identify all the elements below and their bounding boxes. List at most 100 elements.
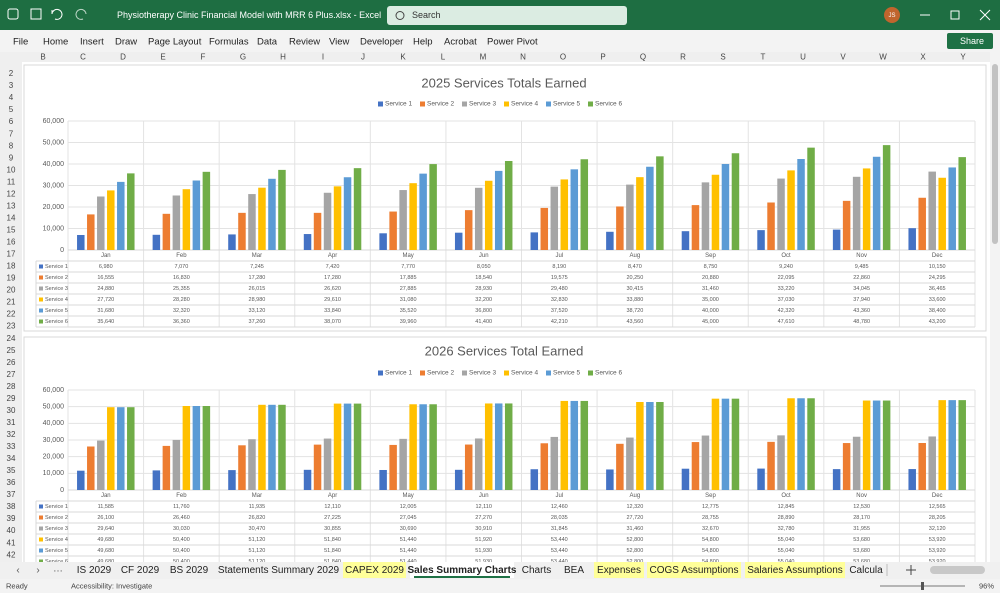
sheet-tab-label[interactable]: CF 2029 — [121, 565, 160, 576]
row-header: 34 — [7, 454, 16, 463]
sheet-tab-label[interactable]: Statements Summary 2029 — [218, 565, 340, 576]
sheet-tab[interactable] — [74, 562, 114, 578]
table-swatch — [39, 286, 43, 291]
table-value: 48,780 — [853, 319, 870, 325]
bar — [832, 229, 841, 250]
sheet-tab[interactable] — [166, 562, 212, 578]
sheet-tab-label[interactable]: Salaries Assumptions — [747, 565, 843, 576]
search-placeholder[interactable]: Search — [412, 10, 441, 20]
sheet-tab[interactable] — [647, 562, 741, 578]
sheet-tab[interactable] — [745, 562, 845, 578]
tab-nav-more[interactable]: … — [53, 564, 63, 575]
table-value: 26,620 — [324, 286, 341, 292]
bar — [842, 443, 851, 490]
save-icon[interactable] — [30, 8, 42, 20]
sheet-tab[interactable] — [849, 562, 883, 578]
legend-label: Service 2 — [427, 370, 454, 377]
bar — [918, 197, 926, 250]
ribbon-tab[interactable]: Review — [289, 37, 320, 48]
bar — [268, 178, 276, 250]
ribbon-tab[interactable]: Page Layout — [148, 37, 202, 48]
sheet-tab-label[interactable]: Calcula — [849, 565, 883, 576]
sheet-tab[interactable] — [343, 562, 406, 578]
bar — [182, 189, 191, 250]
row-header: 30 — [7, 406, 16, 415]
sheet-tab-label[interactable]: BEA — [564, 565, 584, 576]
bar — [882, 145, 891, 250]
sheet-tab-label[interactable]: Sales Summary Charts — [408, 565, 517, 576]
bar — [303, 469, 312, 490]
row-header: 9 — [9, 153, 14, 162]
table-value: 12,110 — [324, 504, 340, 510]
ribbon-tab[interactable]: Power Pivot — [487, 37, 538, 48]
restore-button[interactable] — [950, 10, 960, 20]
sheet-tab[interactable] — [217, 562, 340, 578]
y-tick-label: 30,000 — [43, 437, 65, 444]
table-series-label: Service 3 — [45, 286, 68, 292]
ribbon-tab[interactable]: File — [13, 37, 28, 48]
row-header: 23 — [7, 322, 16, 331]
sheet-tab[interactable] — [519, 562, 554, 578]
search-box[interactable] — [387, 6, 627, 25]
bar — [228, 470, 236, 490]
sheet-tab[interactable] — [594, 562, 644, 578]
sheet-tab-label[interactable]: Charts — [522, 565, 551, 576]
scroll-thumb[interactable] — [992, 64, 998, 244]
redo-icon[interactable] — [75, 8, 87, 20]
sheet-tab[interactable] — [410, 562, 514, 578]
column-header: B — [40, 53, 45, 62]
vertical-scrollbar[interactable] — [990, 52, 1000, 562]
table-swatch — [39, 275, 43, 280]
table-value: 35,520 — [400, 308, 417, 314]
zoom-thumb[interactable] — [921, 582, 924, 590]
status-accessibility[interactable]: Accessibility: Investigate — [71, 581, 152, 590]
avatar[interactable] — [884, 7, 900, 23]
sheet-tab-label[interactable]: IS 2029 — [77, 565, 112, 576]
autosave-icon[interactable] — [7, 8, 19, 20]
ribbon-tab[interactable]: Help — [413, 37, 433, 48]
ribbon-tab[interactable]: View — [329, 37, 350, 48]
sheet-tab-label[interactable]: CAPEX 2029 — [345, 565, 404, 576]
row-header: 14 — [7, 213, 16, 222]
table-value: 26,015 — [249, 286, 266, 292]
ribbon-tab[interactable]: Acrobat — [444, 37, 477, 48]
ribbon-tab[interactable]: Insert — [80, 37, 104, 48]
legend-label: Service 1 — [385, 101, 412, 108]
ribbon-tab[interactable]: Formulas — [209, 37, 249, 48]
table-value: 27,720 — [97, 297, 114, 303]
table-value: 37,520 — [551, 308, 568, 314]
ribbon-tab[interactable]: Draw — [115, 37, 137, 48]
tab-nav-prev[interactable]: ‹ — [16, 565, 19, 576]
add-sheet-button[interactable] — [906, 565, 916, 575]
tab-nav-next[interactable]: › — [36, 565, 39, 576]
bar — [948, 167, 956, 250]
legend-label: Service 1 — [385, 370, 412, 377]
table-value: 17,280 — [249, 275, 266, 281]
bar — [379, 233, 387, 250]
bar — [787, 398, 795, 490]
zoom-level[interactable]: 96% — [979, 581, 994, 590]
share-button[interactable] — [947, 33, 993, 49]
share-label[interactable]: Share — [960, 36, 984, 46]
sheet-tab-label[interactable]: BS 2029 — [170, 565, 209, 576]
row-header: 2 — [9, 69, 14, 78]
bar — [278, 169, 286, 250]
table-value: 50,400 — [173, 548, 190, 554]
bar — [162, 445, 171, 490]
sheet-tab-label[interactable]: Expenses — [597, 565, 641, 576]
legend-swatch — [504, 101, 509, 107]
close-button[interactable] — [979, 9, 991, 21]
ribbon-tab[interactable]: Home — [43, 37, 68, 48]
sheet-tab-label[interactable]: COGS Assumptions — [650, 565, 739, 576]
ribbon-tab[interactable]: Data — [257, 37, 278, 48]
sheet-tab[interactable] — [559, 562, 589, 578]
table-value: 32,780 — [778, 526, 795, 532]
table-value: 38,400 — [929, 308, 946, 314]
undo-icon[interactable] — [51, 8, 63, 20]
sheet-tab[interactable] — [118, 562, 162, 578]
bar — [504, 403, 513, 490]
horizontal-scrollbar[interactable] — [930, 566, 985, 574]
ribbon-tab[interactable]: Developer — [360, 37, 403, 48]
table-value: 38,070 — [324, 319, 341, 325]
